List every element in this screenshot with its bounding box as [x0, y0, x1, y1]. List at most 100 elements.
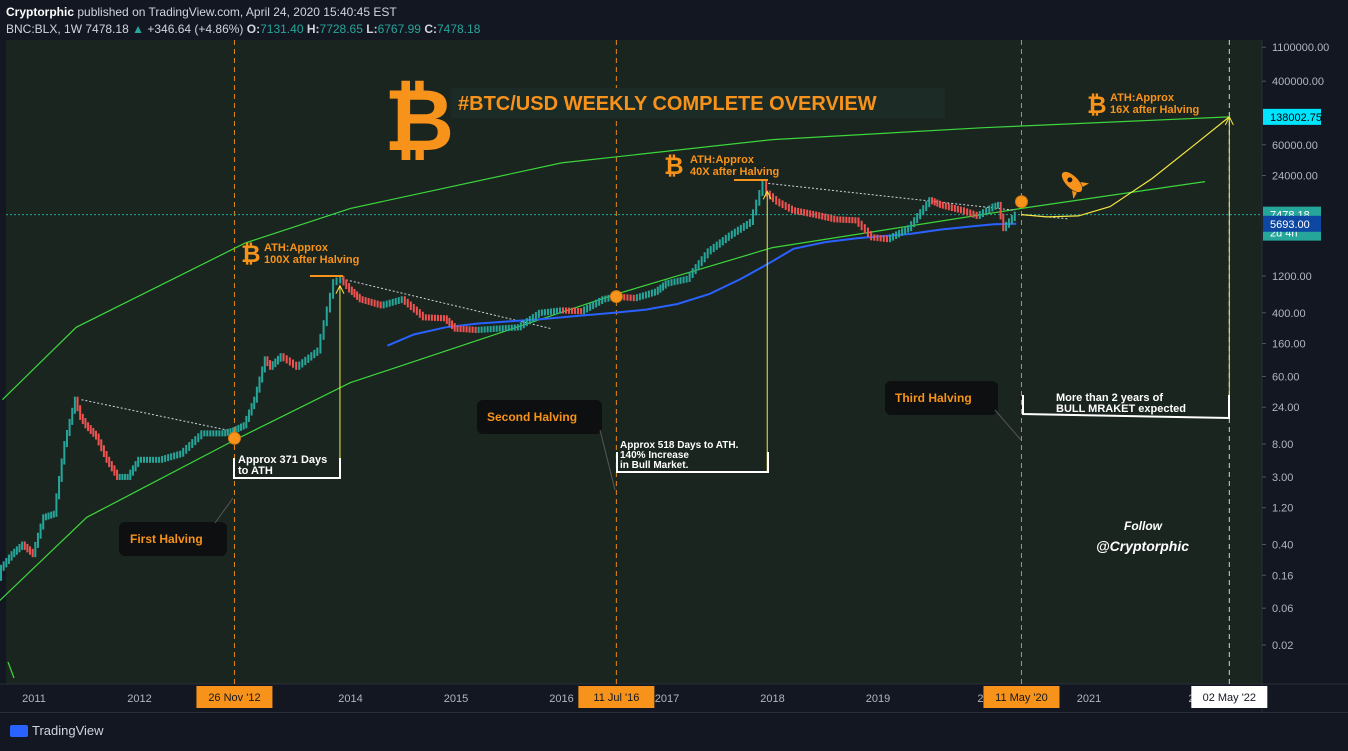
- price-candle: [448, 317, 451, 327]
- price-candle: [342, 275, 345, 286]
- price-candle: [975, 211, 978, 219]
- price-candle: [607, 294, 610, 302]
- time-tick-label: 2012: [127, 693, 151, 705]
- footer-bar: TradingView: [0, 712, 1348, 751]
- time-tick-label: 2021: [1077, 693, 1101, 705]
- time-axis[interactable]: 2011 2012 26 Nov '12 2014 2015 2016 11 Jul '16…: [22, 686, 1268, 708]
- price-candle: [758, 190, 761, 206]
- price-tick-label: 400.00: [1272, 308, 1306, 320]
- price-candle: [673, 278, 676, 286]
- twitter-handle[interactable]: @Cryptorphic: [1096, 538, 1189, 554]
- price-candle: [73, 396, 76, 414]
- price-candle: [36, 532, 39, 548]
- ath-100x-label: ATH:Approx 100X after Halving: [264, 242, 359, 266]
- price-candle: [519, 322, 522, 331]
- price-candle: [97, 433, 100, 446]
- price-candle: [5, 557, 8, 568]
- price-candle: [400, 296, 403, 304]
- price-candle: [170, 453, 173, 461]
- price-candle: [29, 546, 32, 555]
- close-value: 7478.18: [436, 22, 481, 36]
- ma-line: [387, 222, 1017, 347]
- author-name[interactable]: Cryptorphic: [6, 5, 75, 19]
- price-candle: [373, 299, 376, 307]
- price-candle: [486, 326, 489, 333]
- price-tick-label: 60000.00: [1272, 140, 1318, 152]
- first-halving-label: First Halving: [130, 532, 203, 546]
- price-tick-label: 0.16: [1272, 570, 1293, 582]
- price-candle: [528, 316, 531, 325]
- halving-markers: [227, 115, 1234, 477]
- ath1-line: 100X after Halving: [264, 254, 359, 266]
- price-candle: [592, 301, 595, 310]
- third-halving-callout: Third Halving: [885, 381, 1022, 441]
- price-candle: [839, 216, 842, 223]
- last-price: 7478.18: [85, 22, 129, 36]
- price-candle: [784, 202, 787, 210]
- price-candle: [679, 277, 682, 284]
- price-candle: [751, 209, 754, 226]
- price-candle: [761, 180, 764, 197]
- price-candle: [123, 473, 126, 480]
- price-candle: [659, 284, 662, 293]
- price-candle: [319, 333, 322, 354]
- price-candle: [947, 203, 950, 211]
- price-candle: [234, 426, 237, 434]
- days-371-box: Approx 371 Days to ATH: [233, 454, 341, 479]
- price-candle: [361, 296, 364, 304]
- price-candle: [65, 429, 68, 448]
- halving-point: [609, 290, 623, 304]
- price-candle: [691, 268, 694, 278]
- price-candle: [571, 307, 574, 314]
- price-candle: [727, 232, 730, 241]
- price-candle: [89, 425, 92, 434]
- price-candle: [68, 418, 71, 436]
- price-candle: [197, 433, 200, 443]
- price-candle: [325, 306, 328, 327]
- price-candle: [736, 226, 739, 235]
- price-candle: [959, 206, 962, 214]
- price-candle: [167, 454, 170, 462]
- price-candle: [712, 243, 715, 253]
- price-candle: [118, 473, 121, 480]
- price-tick-label: 400000.00: [1272, 76, 1324, 88]
- channel-stub: [7, 661, 15, 679]
- price-candle: [895, 231, 898, 240]
- price-candle: [316, 347, 319, 356]
- date-tag-label: 02 May '22: [1203, 692, 1256, 704]
- dotted-trendline: [81, 399, 230, 431]
- price-candle: [194, 436, 197, 446]
- date-tag-bg: [578, 686, 655, 708]
- price-axis[interactable]: 1100000.00 400000.00 138002.75 60000.00 2400…: [1262, 42, 1329, 652]
- price-candle: [415, 306, 418, 316]
- price-candle: [406, 298, 409, 308]
- symbol-label[interactable]: BNC:BLX, 1W: [6, 22, 83, 36]
- price-candle: [388, 299, 391, 307]
- price-candle: [152, 456, 155, 463]
- price-candle: [2, 561, 5, 571]
- price-candle: [304, 356, 307, 366]
- price-candle: [733, 228, 736, 237]
- price-candle: [146, 456, 149, 463]
- price-candle: [898, 229, 901, 238]
- price-candle: [468, 326, 471, 333]
- price-candle: [379, 301, 382, 309]
- ath-arrow-head: [762, 190, 772, 200]
- price-candle: [71, 407, 74, 425]
- ath-arrow-head: [1224, 115, 1234, 126]
- days-371-label: Approx 371 Days to ATH: [238, 454, 327, 477]
- tradingview-logo[interactable]: TradingView: [10, 723, 104, 738]
- price-candle: [604, 295, 607, 303]
- price-candle: [991, 203, 994, 212]
- price-candle: [456, 325, 459, 332]
- price-candle: [513, 324, 516, 331]
- price-chart[interactable]: 1100000.00 400000.00 138002.75 60000.00 2400…: [0, 0, 1348, 712]
- price-candle: [765, 180, 768, 197]
- moving-average: [387, 222, 1017, 347]
- price-candle: [522, 320, 525, 329]
- price-candle: [806, 209, 809, 217]
- price-candle: [295, 361, 298, 370]
- price-candle: [110, 461, 113, 472]
- price-candle: [226, 428, 229, 436]
- price-candle: [345, 279, 348, 290]
